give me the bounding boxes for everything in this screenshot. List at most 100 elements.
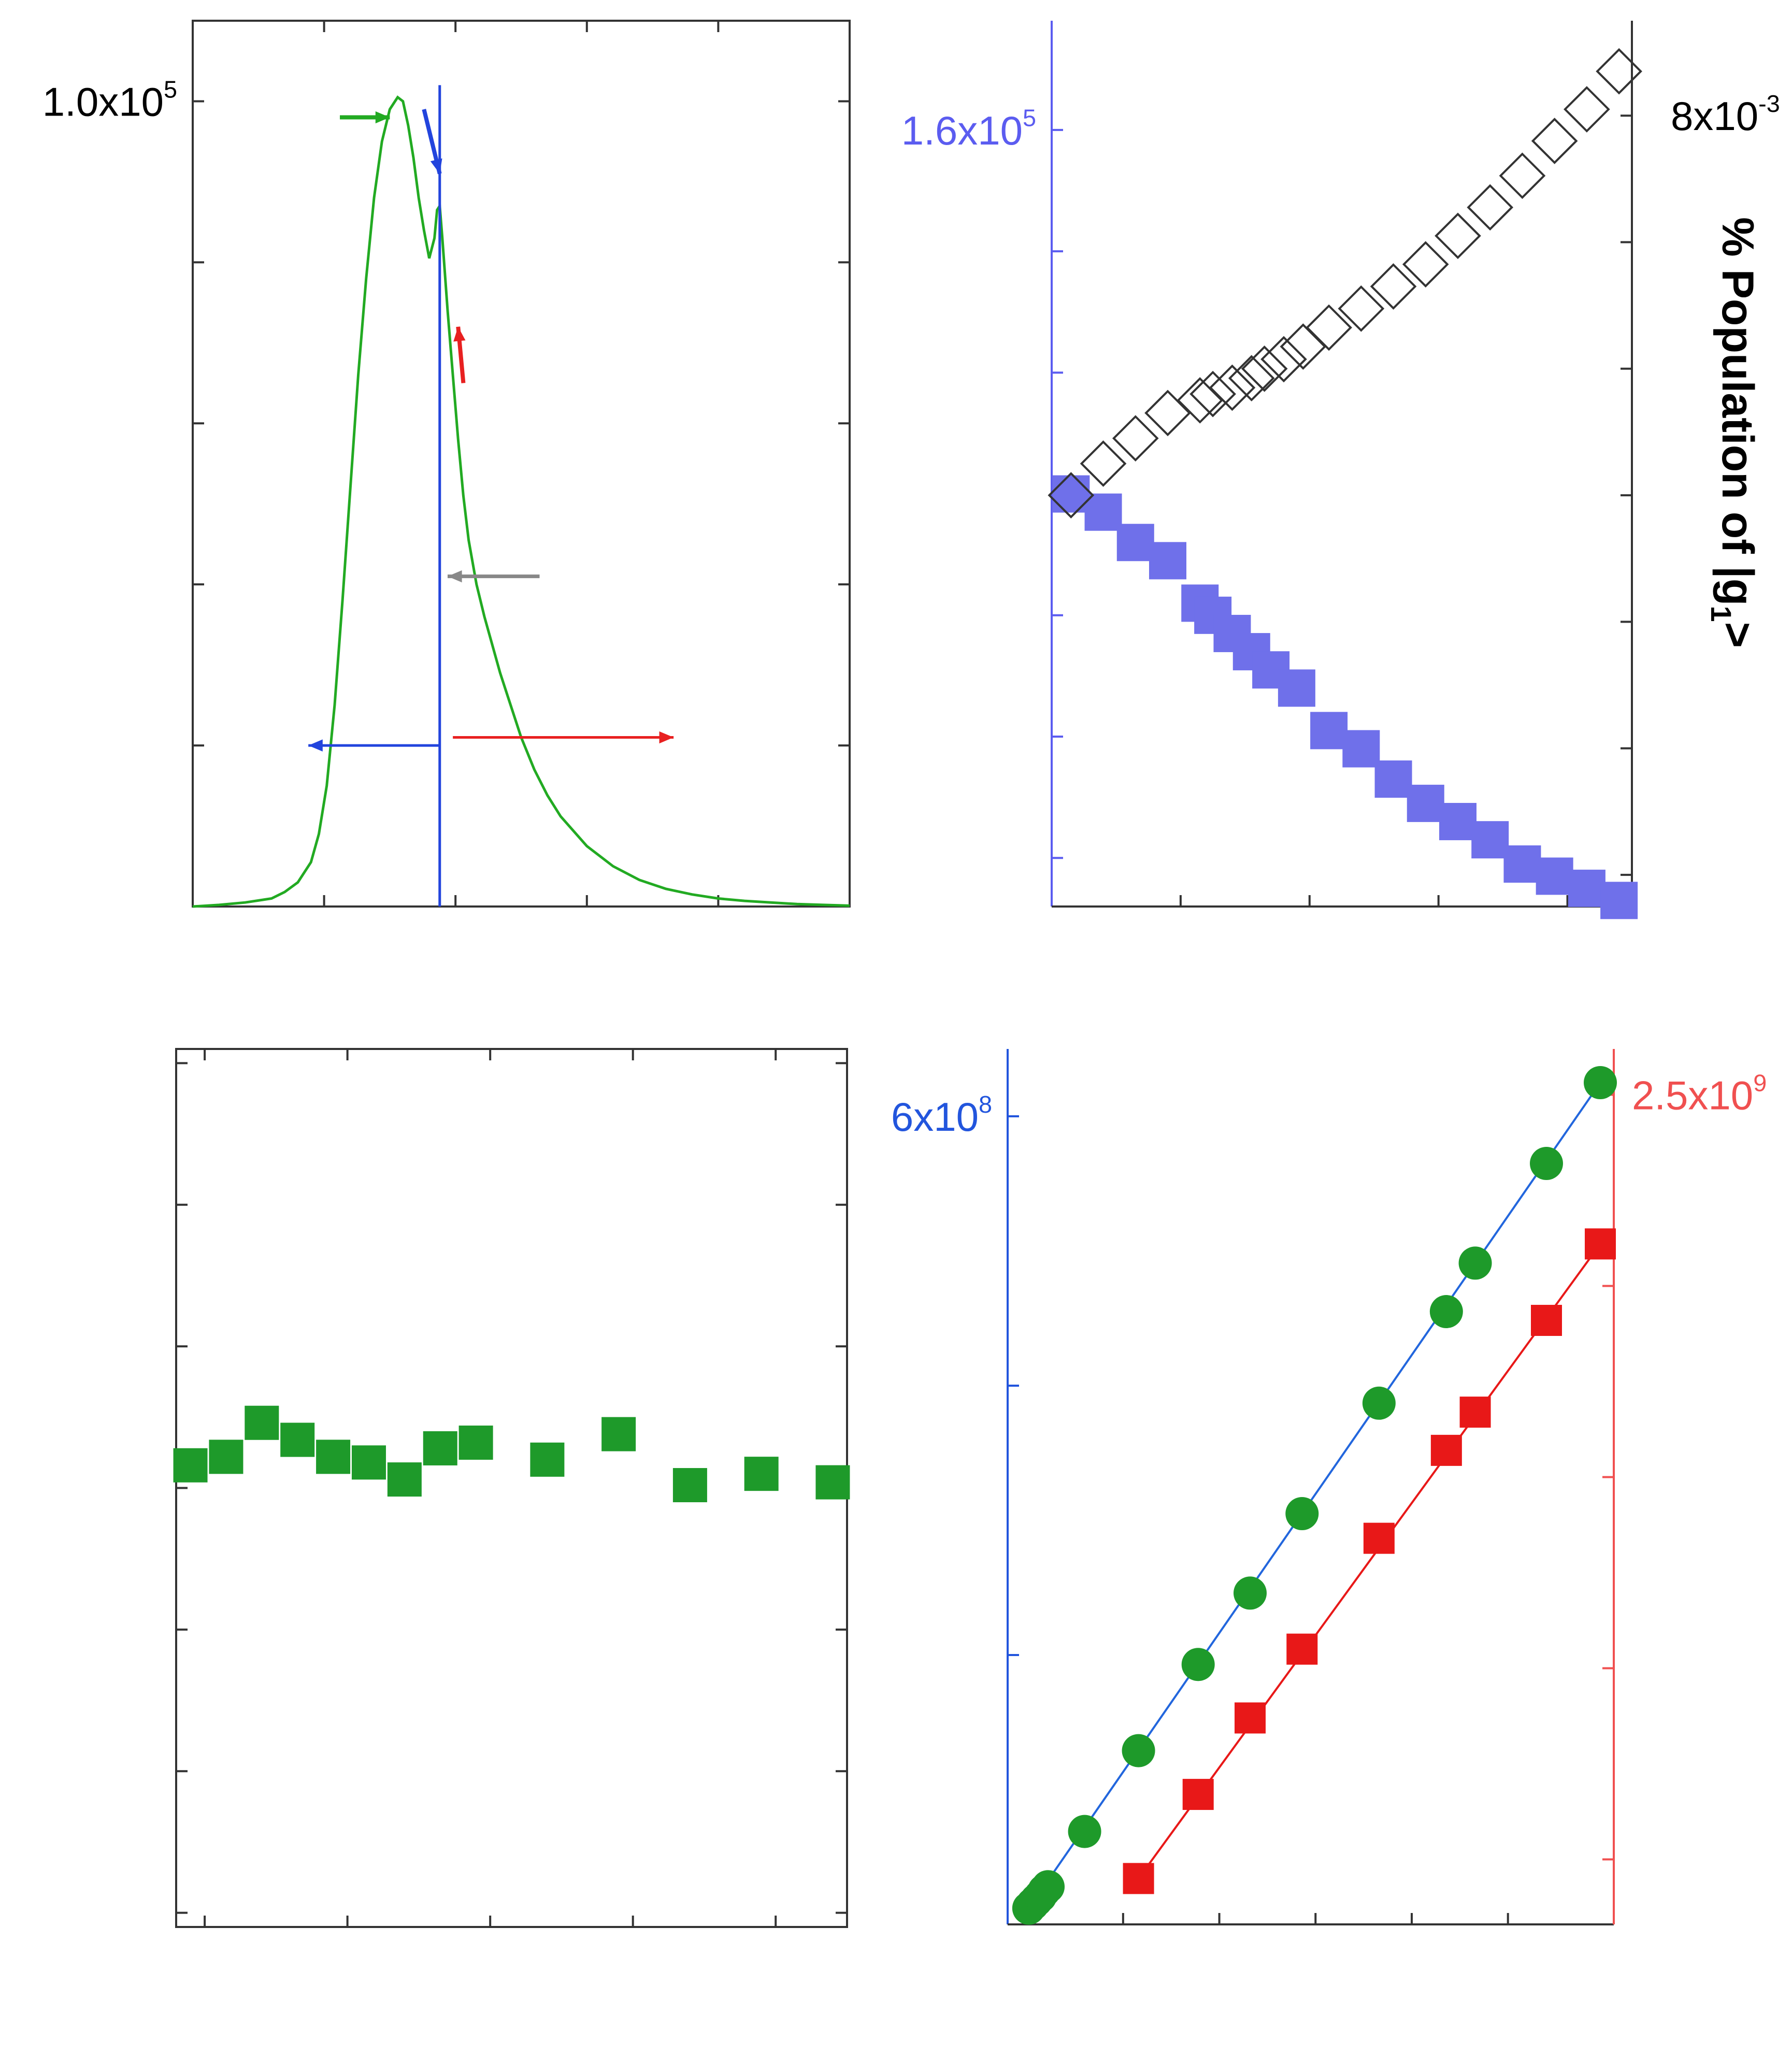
population-diamond — [1402, 241, 1449, 288]
fluorescence-point — [1182, 1779, 1214, 1810]
ratio-square — [530, 1442, 565, 1477]
ratio-square — [316, 1440, 351, 1474]
ratio-square — [351, 1445, 386, 1480]
population-max-square — [1052, 475, 1090, 513]
population-max-square — [1439, 803, 1476, 841]
supracence-point — [1584, 1066, 1617, 1099]
population-diamond — [1435, 212, 1481, 260]
population-max-square — [1471, 821, 1509, 859]
y2-tick-label-exp: 9 — [1753, 1069, 1767, 1096]
y-tick-label-base: 6x10 — [891, 1094, 979, 1140]
spectrum-line — [192, 95, 850, 908]
y-tick-label-exp: 5 — [164, 76, 177, 103]
supracence-point — [1181, 1648, 1215, 1681]
fluorescence-point — [1235, 1702, 1266, 1734]
population-diamond — [1338, 285, 1385, 332]
y2-tick-label: 2.5x109 — [1632, 1069, 1767, 1118]
y2-tick-label: 8x10-3 — [1671, 90, 1780, 139]
fluorescence-point — [1585, 1228, 1616, 1260]
population-diamond — [1080, 440, 1127, 487]
population-max-square — [1568, 869, 1605, 907]
fluorescence-point — [1286, 1633, 1318, 1665]
supracence-point — [1234, 1576, 1267, 1610]
population-diamond — [1048, 472, 1095, 519]
y-tick-label: 1.6x105 — [901, 105, 1036, 153]
population-diamond — [1228, 355, 1275, 401]
fluorescence-point — [1430, 1434, 1462, 1466]
y2-tick-label-base: 2.5x10 — [1632, 1073, 1753, 1118]
fluorescence-point — [1123, 1863, 1154, 1894]
ratio-square — [387, 1462, 422, 1497]
ratio-square — [245, 1405, 279, 1440]
population-max-square — [1600, 882, 1638, 919]
ratio-square — [280, 1422, 315, 1457]
population-diamond — [1499, 152, 1546, 199]
y-tick-label-base: 1.0x10 — [42, 79, 164, 124]
population-max-square — [1342, 730, 1380, 768]
y-tick-label: 6x108 — [891, 1091, 992, 1140]
ratio-square — [458, 1426, 493, 1460]
ratio-square — [815, 1465, 850, 1500]
population-diamond — [1564, 86, 1610, 133]
panel-b: 1.6x105 8x10-3 % Population of |g1> — [901, 21, 1780, 919]
population-max-square — [1149, 542, 1186, 580]
plot-frame-a — [192, 20, 851, 908]
fluorescence-point — [1531, 1304, 1562, 1336]
ratio-square — [744, 1457, 779, 1491]
supracence-point — [1362, 1386, 1396, 1420]
population-max-square — [1084, 493, 1122, 531]
y2-axis-label-main: % Population of |g — [1713, 217, 1762, 606]
supracence-point — [1458, 1246, 1492, 1280]
y2-axis-label-end: > — [1713, 622, 1762, 648]
ratio-square — [173, 1448, 208, 1483]
population-diamond — [1189, 370, 1236, 418]
panel-c — [173, 1048, 850, 1928]
population-diamond — [1596, 48, 1642, 95]
y2-tick-label-base: 8x10 — [1671, 93, 1758, 139]
population-diamond — [1112, 415, 1159, 462]
population-max-square — [1278, 669, 1315, 707]
population-diamond — [1370, 263, 1417, 310]
population-max-square — [1503, 845, 1541, 883]
supracence-point — [1068, 1815, 1101, 1848]
ratio-square — [601, 1417, 636, 1451]
population-max-square — [1116, 524, 1154, 562]
supracence-arrow-head — [308, 739, 323, 752]
population-max-square — [1374, 760, 1412, 798]
population-diamond — [1531, 118, 1578, 164]
population-max-square — [1310, 712, 1348, 750]
supracence-point — [1122, 1734, 1155, 1767]
fluorescence-fit-line — [1137, 1243, 1601, 1879]
population-max-square — [1536, 857, 1573, 895]
population-diamond — [1260, 336, 1307, 383]
max-arrow-head — [375, 111, 390, 124]
population-diamond — [1306, 304, 1352, 351]
supracence-point — [1530, 1147, 1563, 1180]
fluorescence-arrow-head — [659, 731, 674, 744]
y2-axis-label: % Population of |g1> — [1705, 217, 1762, 648]
supracence-point — [1429, 1295, 1463, 1328]
panel-a: 1.0x105 — [42, 20, 851, 908]
panel-d: 6x108 2.5x109 — [891, 1049, 1767, 1925]
y-tick-label: 1.0x105 — [42, 76, 177, 124]
y-tick-label-base: 1.6x10 — [901, 108, 1023, 153]
fluorescence-point — [1363, 1522, 1395, 1554]
fluorescence-point — [1459, 1397, 1491, 1428]
y-tick-label-exp: 8 — [979, 1091, 992, 1118]
y2-axis-label-sub: 1 — [1705, 606, 1738, 622]
supracence-point — [1031, 1870, 1065, 1904]
y2-tick-label-exp: -3 — [1758, 90, 1780, 117]
population-diamond — [1144, 390, 1191, 437]
ratio-square — [209, 1440, 243, 1474]
y-tick-label-exp: 5 — [1023, 105, 1036, 132]
ratio-square — [423, 1431, 457, 1465]
f-lambda-arrow-head — [453, 326, 466, 342]
population-max-square — [1407, 784, 1444, 822]
s-lambda-arrow-head — [430, 158, 442, 174]
population-diamond — [1467, 184, 1514, 231]
ratio-square — [672, 1468, 707, 1503]
population-diamond — [1209, 364, 1256, 411]
excitation-arrow-head — [447, 570, 462, 583]
